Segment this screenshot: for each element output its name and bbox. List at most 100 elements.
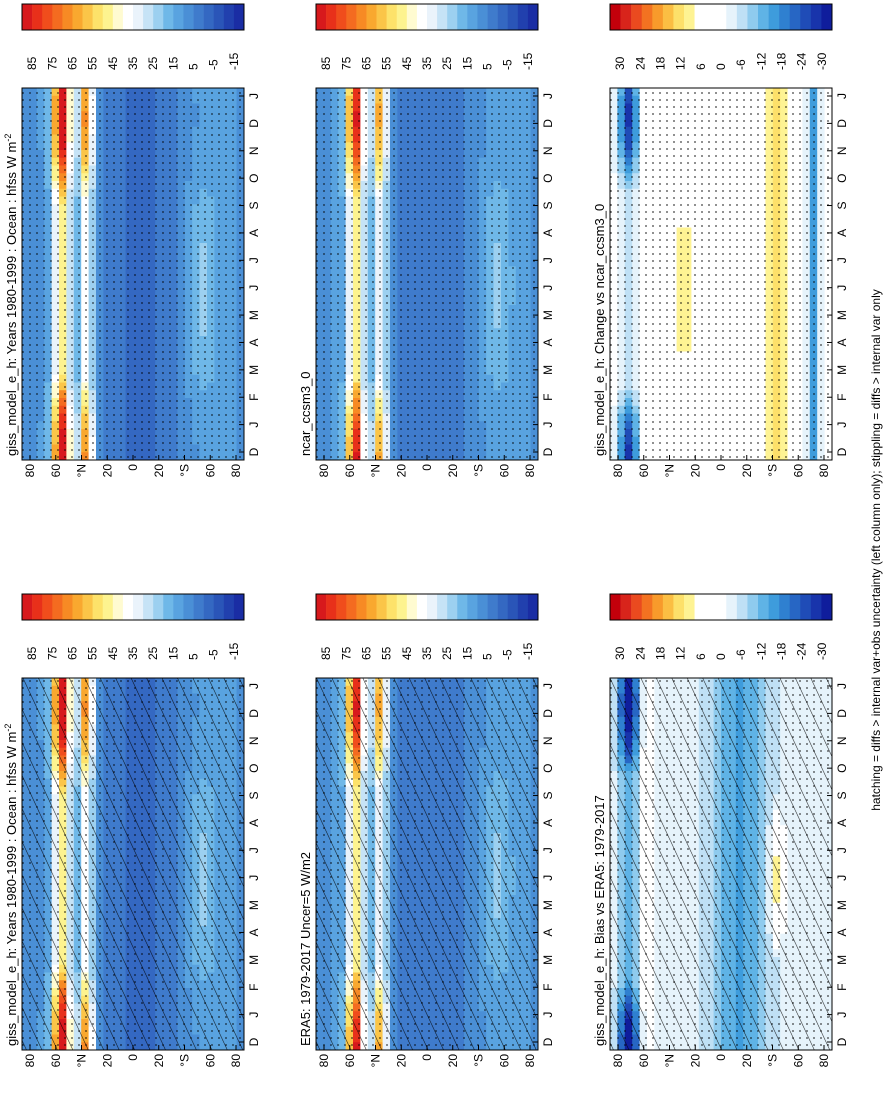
month-tick-label: O: [835, 173, 849, 182]
lat-tick-label: 80: [317, 464, 331, 478]
colorbar-label: 5: [481, 63, 495, 70]
lat-tick-label: 20: [100, 464, 114, 478]
colorbar-swatch: [386, 4, 398, 30]
month-tick-label: A: [541, 229, 555, 237]
colorbar-swatch: [213, 4, 225, 30]
lat-tick-label: 60: [49, 464, 63, 478]
month-tick-label: N: [247, 146, 261, 155]
lat-tick-label: 0: [420, 464, 434, 471]
panel-model-change: 30 24 18 12 6 0 -6 -12 -18 -24 -30giss_model_e_h: …: [592, 3, 849, 478]
colorbar-swatch: [800, 4, 812, 30]
colorbar-swatch: [102, 594, 114, 620]
month-tick-label: F: [541, 394, 555, 401]
colorbar-swatch: [610, 4, 621, 30]
colorbar-swatch: [376, 4, 387, 30]
colorbar-label: 45: [106, 646, 120, 660]
colorbar-swatch: [779, 4, 791, 30]
colorbar-label: -5: [501, 59, 515, 70]
colorbar-swatch: [457, 4, 468, 30]
colorbar-label: 35: [126, 646, 140, 660]
colorbar-label: 24: [633, 56, 647, 70]
lat-tick-label: 80: [23, 464, 37, 478]
colorbar-label: 55: [86, 56, 100, 70]
colorbar-label: -15: [227, 642, 241, 660]
panel-title: giss_model_e_h: Change vs ncar_ccsm3_0: [592, 204, 607, 456]
month-tick-label: F: [247, 394, 261, 401]
colorbar-swatch: [203, 4, 215, 30]
colorbar-swatch: [631, 4, 643, 30]
month-tick-label: A: [247, 229, 261, 237]
lat-tick-label: 60: [343, 464, 357, 478]
month-tick-label: A: [835, 338, 849, 346]
month-tick-label: N: [541, 146, 555, 155]
colorbar-swatch: [92, 4, 104, 30]
colorbar-swatch: [92, 594, 104, 620]
colorbar-swatch: [810, 4, 822, 30]
colorbar-swatch: [133, 594, 144, 620]
colorbar-frame: [21, 3, 245, 31]
month-tick-label: N: [835, 146, 849, 155]
colorbar-swatch: [517, 4, 529, 30]
month-tick-label: J: [835, 422, 849, 428]
month-tick-label: F: [835, 394, 849, 401]
colorbar-swatch: [223, 4, 235, 30]
colorbar-label: -5: [207, 649, 221, 660]
colorbar-label: -18: [775, 52, 789, 70]
colorbar-swatch: [326, 4, 337, 30]
lat-tick-label: °N: [369, 464, 383, 477]
month-tick-label: M: [541, 310, 555, 320]
colorbar-swatch: [183, 4, 194, 30]
lat-tick-label: 60: [497, 464, 511, 478]
colorbar-label: 55: [380, 56, 394, 70]
colorbar-label: 25: [146, 56, 160, 70]
colorbar-swatch: [336, 4, 347, 30]
colorbar-swatch: [652, 4, 664, 30]
colorbar-label: 25: [146, 646, 160, 660]
colorbar-swatch: [52, 594, 63, 620]
stippling-overlay: [316, 88, 538, 460]
lat-tick-label: 60: [791, 464, 805, 478]
lat-tick-label: 20: [688, 464, 702, 478]
colorbar-swatch: [173, 4, 184, 30]
colorbar-swatch: [641, 4, 653, 30]
lat-tick-label: 60: [203, 464, 217, 478]
month-tick-label: S: [541, 202, 555, 210]
colorbar-swatch: [726, 4, 738, 30]
lat-tick-label: 0: [126, 464, 140, 471]
colorbar-swatch: [416, 4, 428, 30]
colorbar-frame: [609, 3, 833, 31]
month-tick-label: A: [247, 338, 261, 346]
month-tick-label: J: [541, 93, 555, 99]
colorbar-swatch: [768, 4, 780, 30]
colorbar-swatch: [163, 594, 174, 620]
month-tick-label: M: [835, 365, 849, 375]
colorbar-label: 35: [126, 56, 140, 70]
colorbar-swatch: [62, 4, 73, 30]
colorbar-swatch: [82, 594, 93, 620]
colorbar-swatch: [72, 594, 83, 620]
colorbar-swatch: [758, 4, 769, 30]
colorbar-swatch: [477, 4, 488, 30]
month-tick-label: J: [835, 257, 849, 263]
month-tick-label: J: [835, 285, 849, 291]
lat-tick-label: 60: [637, 464, 651, 478]
month-tick-label: A: [541, 338, 555, 346]
colorbar-swatch: [233, 594, 245, 620]
colorbar-swatch: [153, 594, 164, 620]
colorbar-swatch: [183, 594, 194, 620]
colorbar-label: 75: [339, 56, 353, 70]
colorbar-swatch: [153, 4, 164, 30]
colorbar-swatch: [193, 4, 204, 30]
lat-tick-label: 20: [394, 464, 408, 478]
colorbar-swatch: [223, 594, 235, 620]
colorbar-label: 45: [400, 56, 414, 70]
colorbar-label: -12: [754, 52, 768, 70]
colorbar-swatch: [467, 4, 478, 30]
colorbar-swatch: [72, 4, 83, 30]
colorbar-swatch: [527, 4, 539, 30]
colorbar-label: 5: [187, 63, 201, 70]
colorbar-label: 85: [25, 56, 39, 70]
lat-tick-label: 20: [740, 464, 754, 478]
